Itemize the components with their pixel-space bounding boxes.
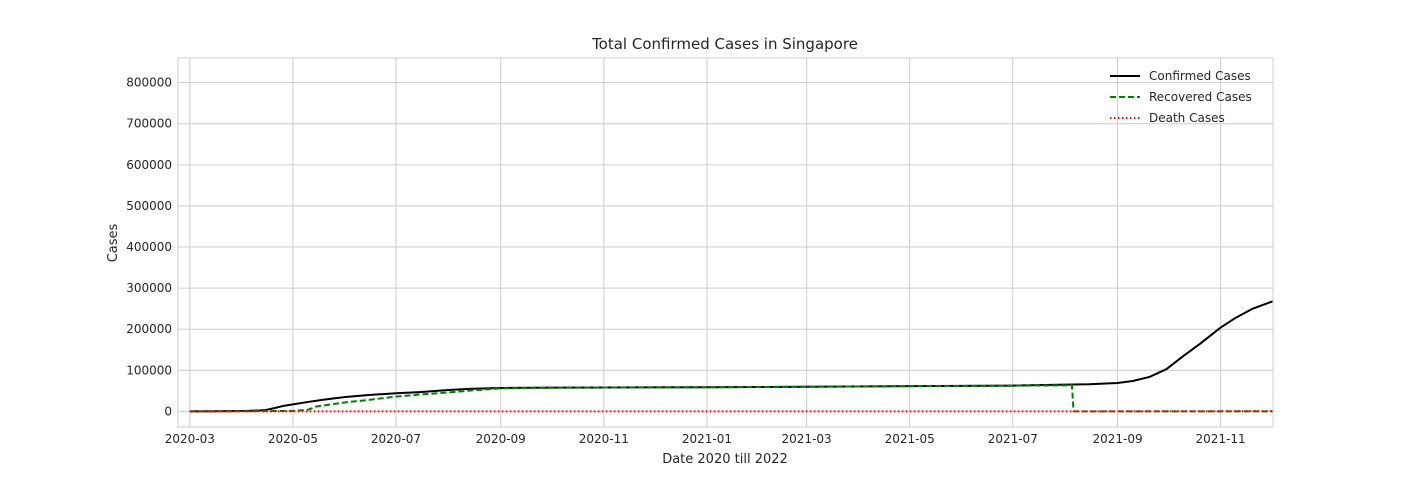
y-tick-label: 600000 <box>126 158 172 172</box>
y-tick-label: 800000 <box>126 76 172 90</box>
x-tick-label: 2020-05 <box>268 432 318 446</box>
x-tick-label: 2020-07 <box>371 432 421 446</box>
legend-label: Recovered Cases <box>1149 90 1252 104</box>
legend-label: Confirmed Cases <box>1149 69 1251 83</box>
y-axis-label: Cases <box>106 223 121 262</box>
series-line-0 <box>190 301 1273 411</box>
y-tick-label: 500000 <box>126 199 172 213</box>
x-tick-label: 2021-01 <box>682 432 732 446</box>
tick-labels: 2020-03 2020-05 2020-07 2020-09 2020-11 2021-… <box>126 76 1245 446</box>
x-tick-label: 2021-11 <box>1196 432 1246 446</box>
y-tick-label: 0 <box>164 404 172 418</box>
series-line-1 <box>190 385 1273 411</box>
x-tick-label: 2020-09 <box>476 432 526 446</box>
x-tick-label: 2021-09 <box>1092 432 1142 446</box>
x-tick-label: 2021-05 <box>885 432 935 446</box>
plot-area-frame <box>178 58 1273 427</box>
x-axis-label: Date 2020 till 2022 <box>662 452 788 467</box>
chart-title: Total Confirmed Cases in Singapore <box>591 35 858 53</box>
y-tick-label: 400000 <box>126 240 172 254</box>
y-tick-label: 200000 <box>126 322 172 336</box>
y-tick-label: 100000 <box>126 363 172 377</box>
y-tick-label: 300000 <box>126 281 172 295</box>
y-tick-label: 700000 <box>126 117 172 131</box>
legend-label: Death Cases <box>1149 111 1225 125</box>
x-tick-label: 2021-07 <box>988 432 1038 446</box>
legend: Confirmed Cases Recovered Cases Death Case… <box>1110 69 1252 125</box>
x-tick-label: 2020-03 <box>165 432 215 446</box>
x-tick-label: 2021-03 <box>782 432 832 446</box>
x-tick-label: 2020-11 <box>579 432 629 446</box>
grid-lines <box>178 58 1273 427</box>
series-lines <box>190 301 1273 411</box>
